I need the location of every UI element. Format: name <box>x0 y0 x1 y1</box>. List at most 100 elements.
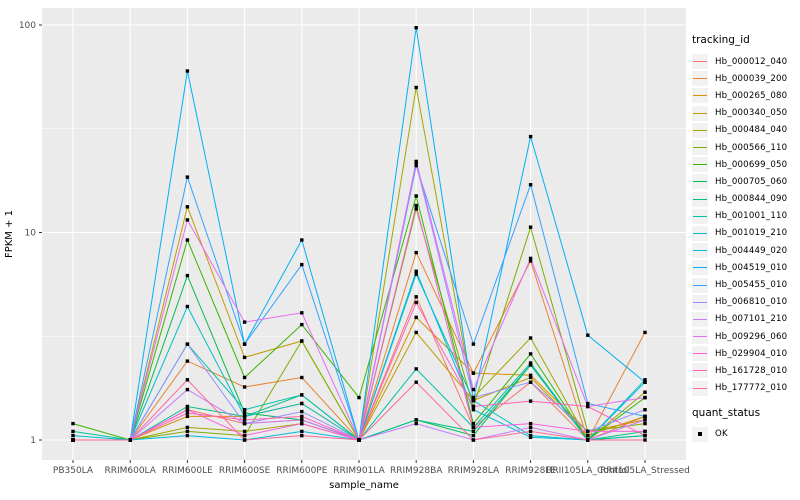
x-tick-label: RRIM600PE <box>276 466 328 476</box>
legend-item: Hb_005455_010 <box>692 276 798 293</box>
data-point <box>300 429 304 434</box>
data-point <box>528 429 533 434</box>
legend-key-line-icon <box>693 129 707 131</box>
data-point <box>185 359 190 363</box>
data-point <box>528 183 533 187</box>
data-point <box>300 322 304 327</box>
data-point <box>643 433 647 438</box>
data-point <box>586 404 590 409</box>
data-point <box>471 398 476 403</box>
legend-key-line-icon <box>693 267 707 269</box>
legend-key <box>692 122 708 138</box>
x-tick-label: RRII105LA_Control <box>546 466 629 476</box>
data-point <box>242 429 247 434</box>
legend-item: Hb_000699_050 <box>692 156 798 173</box>
data-point <box>414 295 418 299</box>
data-point <box>414 330 418 335</box>
legend-key <box>692 71 708 87</box>
legend-key <box>692 243 708 259</box>
data-point <box>471 425 476 430</box>
legend-key-line-icon <box>693 284 707 286</box>
data-point <box>528 363 533 367</box>
data-point <box>185 378 190 382</box>
data-point <box>300 409 304 414</box>
data-point <box>471 438 476 442</box>
legend-item: Hb_001019_210 <box>692 225 798 242</box>
data-point <box>586 429 590 434</box>
legend-key-line-icon <box>693 232 707 234</box>
legend-item-label: Hb_000012_040 <box>715 56 788 67</box>
legend-item-label: Hb_000484_040 <box>715 125 788 136</box>
legend-item-label: Hb_000699_050 <box>715 159 788 170</box>
data-point <box>300 414 304 419</box>
data-point <box>414 250 418 255</box>
legend-key <box>692 105 708 121</box>
legend-item-label: Hb_000705_060 <box>715 176 788 187</box>
data-point <box>414 300 418 305</box>
legend-key <box>692 380 708 396</box>
data-point <box>300 238 304 242</box>
legend-item: Hb_004519_010 <box>692 259 798 276</box>
data-point <box>185 175 190 179</box>
square-marker-icon <box>692 426 708 442</box>
legend-key-line-icon <box>693 250 707 252</box>
legend-quant-status: quant_status OK <box>692 407 798 443</box>
data-point <box>300 375 304 380</box>
legend-key <box>692 157 708 173</box>
data-point <box>471 342 476 346</box>
data-point <box>300 401 304 406</box>
legend-key-line-icon <box>693 318 707 320</box>
x-axis-title: sample_name <box>329 480 399 491</box>
legend-key-line-icon <box>693 336 707 338</box>
data-point <box>71 429 75 434</box>
legend-item-label: Hb_004449_020 <box>715 245 788 256</box>
legend-items-tracking-id: Hb_000012_040 Hb_000039_200 Hb_000265_080 H… <box>692 53 798 397</box>
data-point <box>414 194 418 198</box>
data-point <box>71 433 75 438</box>
y-tick-label: 100 <box>19 21 36 31</box>
data-point <box>528 433 533 438</box>
legend-item: Hb_009296_060 <box>692 328 798 345</box>
data-point <box>300 262 304 267</box>
legend-item-label: Hb_000566_110 <box>715 142 788 153</box>
data-point <box>414 315 418 320</box>
data-point <box>414 203 418 208</box>
data-point <box>242 438 247 442</box>
data-point <box>528 425 533 430</box>
data-point <box>242 355 247 360</box>
x-tick-label: RRIM928LA <box>448 466 500 476</box>
y-axis-title: FPKM + 1 <box>4 210 15 258</box>
data-point <box>471 404 476 409</box>
legend-key-line-icon <box>693 215 707 217</box>
legend-key <box>692 174 708 190</box>
data-point <box>242 433 247 438</box>
data-point <box>414 85 418 90</box>
legend-item: Hb_006810_010 <box>692 294 798 311</box>
data-point <box>414 26 418 30</box>
data-point <box>643 421 647 426</box>
legend-item-label: Hb_001019_210 <box>715 228 788 239</box>
legend-item-label: Hb_000340_050 <box>715 108 788 119</box>
data-point <box>414 161 418 166</box>
legend-item: Hb_001001_110 <box>692 208 798 225</box>
data-point <box>414 421 418 426</box>
y-tick-label: 10 <box>25 229 37 239</box>
legend-key-line-icon <box>693 61 707 63</box>
data-point <box>242 411 247 415</box>
data-point <box>643 429 647 434</box>
data-point <box>414 207 418 211</box>
data-point <box>471 429 476 434</box>
data-point <box>414 163 418 168</box>
data-point <box>300 339 304 343</box>
data-point <box>242 408 247 412</box>
data-point <box>185 404 190 409</box>
data-point <box>643 330 647 335</box>
legend-item-label: Hb_000039_200 <box>715 73 788 84</box>
data-point <box>643 438 647 442</box>
data-point <box>528 380 533 384</box>
legend-key <box>692 329 708 345</box>
y-tick-label: 1 <box>30 436 36 446</box>
legend-key-line-icon <box>693 181 707 183</box>
legend-item: Hb_004449_020 <box>692 242 798 259</box>
